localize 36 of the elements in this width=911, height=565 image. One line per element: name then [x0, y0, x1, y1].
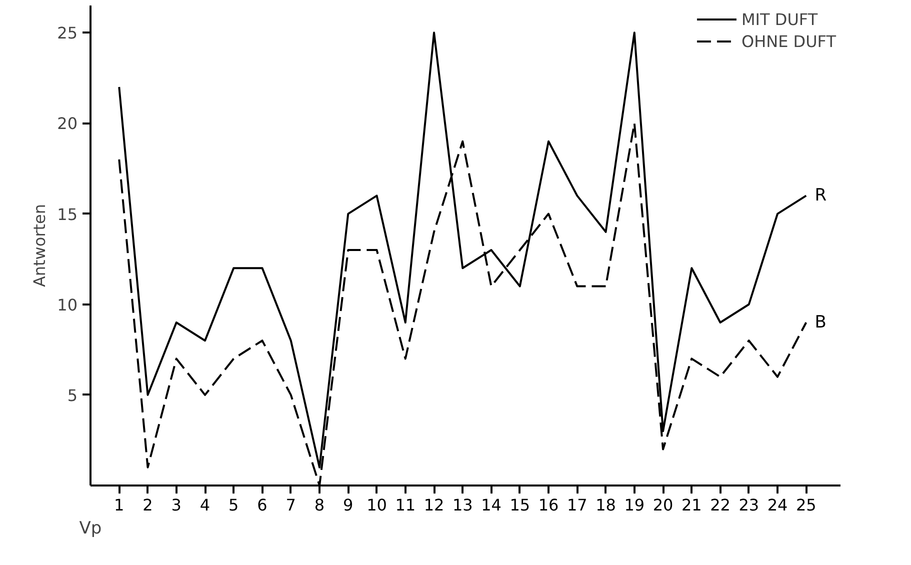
- y-tick-label: 10: [57, 295, 78, 314]
- x-tick-label: 9: [343, 496, 354, 514]
- x-tick-label: 21: [681, 496, 702, 514]
- x-tick-label: 3: [171, 496, 182, 514]
- x-tick-label: 4: [200, 496, 210, 514]
- x-tick-label: 12: [424, 496, 444, 514]
- x-tick-label: 22: [710, 496, 730, 514]
- y-tick-label: 5: [67, 386, 78, 405]
- x-tick-label: 20: [652, 496, 674, 514]
- y-tick-label: 15: [57, 204, 78, 224]
- x-tick-label: 10: [366, 496, 387, 514]
- annotation: R: [814, 186, 827, 206]
- x-tick-label: 13: [452, 496, 473, 514]
- x-tick-label: 18: [596, 496, 616, 514]
- x-tick-label: 15: [510, 496, 530, 514]
- x-tick-label: 7: [286, 496, 296, 514]
- y-tick-label: 20: [57, 114, 78, 134]
- x-tick-label: 14: [481, 496, 502, 514]
- x-tick-label: 19: [624, 496, 645, 514]
- x-tick-label: 23: [738, 496, 760, 514]
- annotation: B: [814, 312, 826, 332]
- y-axis-title: Antworten: [30, 204, 50, 288]
- x-tick-label: 8: [314, 496, 325, 514]
- x-tick-label: 11: [395, 496, 416, 514]
- x-tick-label: 5: [228, 496, 239, 514]
- y-tick-label: 25: [57, 24, 78, 43]
- x-tick-label: 1: [114, 496, 124, 514]
- x-tick-label: 2: [142, 496, 153, 514]
- x-tick-label: 25: [796, 496, 816, 514]
- x-tick-label: 16: [538, 496, 559, 514]
- x-tick-label: 17: [566, 496, 588, 514]
- x-tick-label: 6: [257, 496, 268, 514]
- x-axis-title: Vp: [79, 518, 102, 538]
- legend-label: MIT DUFT: [741, 10, 818, 28]
- x-tick-label: 24: [767, 496, 788, 514]
- legend-label: OHNE DUFT: [741, 32, 836, 50]
